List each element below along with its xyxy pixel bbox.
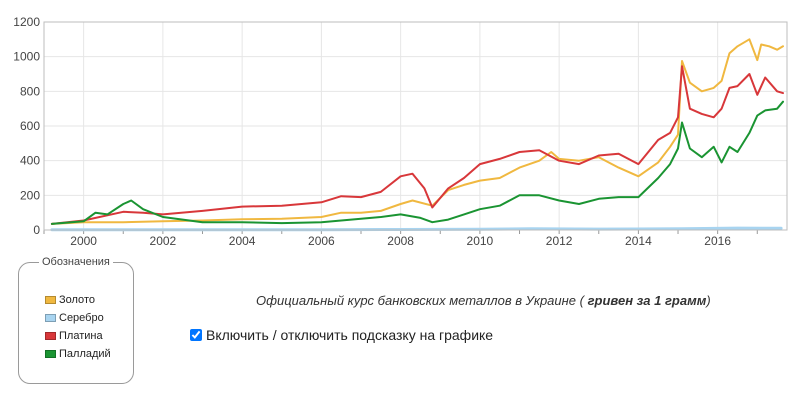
x-tick-label: 2010 bbox=[467, 234, 494, 248]
x-tick-label: 2012 bbox=[546, 234, 573, 248]
y-tick-label: 800 bbox=[20, 84, 40, 98]
legend-title: Обозначения bbox=[39, 255, 113, 269]
tooltip-toggle-label: Включить / отключить подсказку на график… bbox=[206, 327, 494, 343]
y-tick-label: 0 bbox=[33, 223, 40, 237]
caption-unit: гривен за 1 грамм bbox=[587, 293, 707, 308]
x-tick-label: 2008 bbox=[387, 234, 414, 248]
tooltip-checkbox[interactable] bbox=[190, 329, 202, 341]
legend-swatch bbox=[45, 296, 56, 304]
series-line bbox=[50, 100, 784, 225]
x-tick-label: 2006 bbox=[308, 234, 335, 248]
legend-swatch bbox=[45, 332, 56, 340]
series-line bbox=[50, 38, 784, 225]
legend-item-gold[interactable]: Золото bbox=[45, 291, 111, 309]
x-tick-label: 2004 bbox=[229, 234, 256, 248]
x-axis: 2000 2002 2004 2006 2008 2010 2012 2014 2016 bbox=[43, 230, 758, 248]
plot-frame bbox=[43, 21, 788, 231]
caption-end: ) bbox=[706, 293, 711, 308]
legend-label: Палладий bbox=[59, 348, 111, 360]
chart-series bbox=[50, 38, 784, 232]
y-axis: 0 200 400 600 800 1000 1200 bbox=[13, 15, 40, 237]
legend: Обозначения Золото Серебро Платина Палла… bbox=[18, 255, 134, 384]
legend-label: Серебро bbox=[59, 312, 104, 324]
series-line bbox=[50, 65, 784, 225]
legend-item-silver[interactable]: Серебро bbox=[45, 309, 111, 327]
x-tick-label: 2014 bbox=[625, 234, 652, 248]
legend-label: Золото bbox=[59, 294, 95, 306]
tooltip-toggle[interactable]: Включить / отключить подсказку на график… bbox=[190, 327, 493, 343]
x-tick-label: 2000 bbox=[70, 234, 97, 248]
legend-item-palladium[interactable]: Палладий bbox=[45, 345, 111, 363]
legend-item-platinum[interactable]: Платина bbox=[45, 327, 111, 345]
x-tick-label: 2002 bbox=[150, 234, 177, 248]
y-tick-label: 1000 bbox=[13, 50, 40, 64]
legend-label: Платина bbox=[59, 330, 103, 342]
y-tick-label: 1200 bbox=[13, 15, 40, 29]
legend-swatch bbox=[45, 350, 56, 358]
caption-text: Официальный курс банковских металлов в У… bbox=[256, 293, 584, 308]
y-tick-label: 600 bbox=[20, 119, 40, 133]
x-tick-label: 2016 bbox=[704, 234, 731, 248]
chart-caption: Официальный курс банковских металлов в У… bbox=[256, 293, 711, 308]
legend-swatch bbox=[45, 314, 56, 322]
y-tick-label: 400 bbox=[20, 154, 40, 168]
y-tick-label: 200 bbox=[20, 188, 40, 202]
chart-grid bbox=[44, 21, 787, 231]
